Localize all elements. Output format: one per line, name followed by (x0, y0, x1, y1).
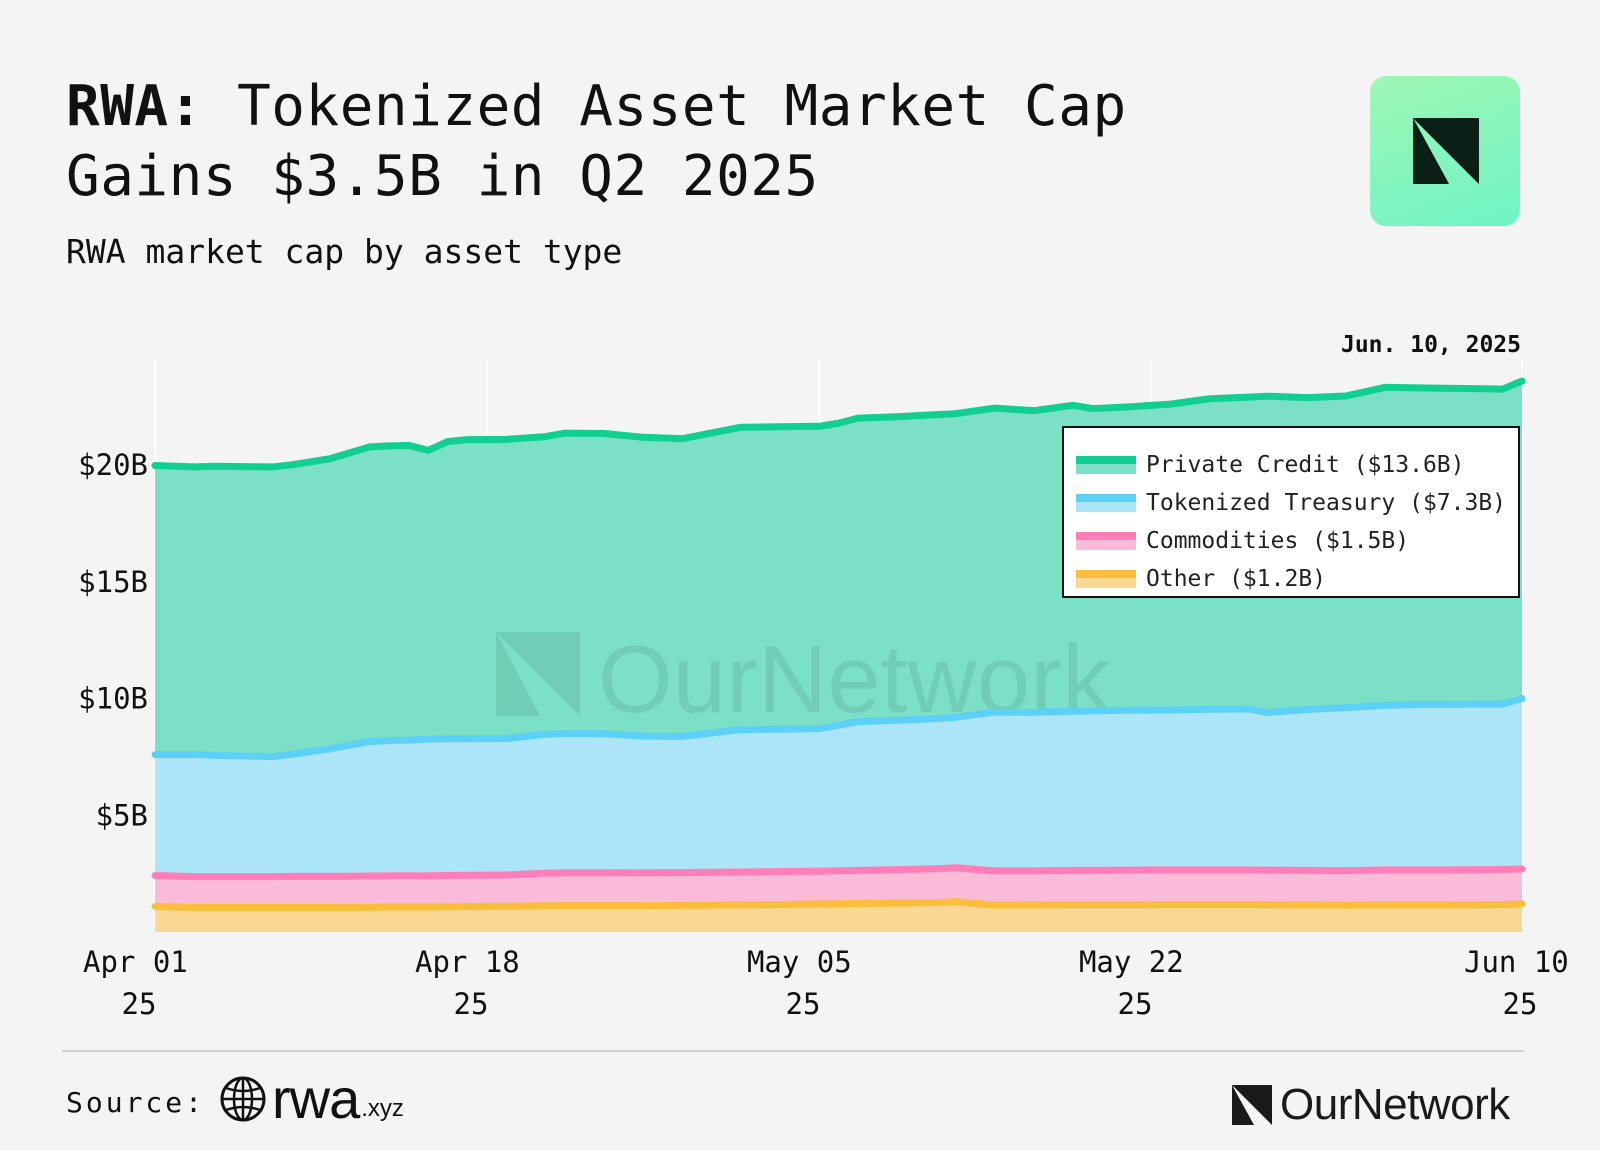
title-line2: Gains $3.5B in Q2 2025 (66, 144, 819, 209)
ournetwork-logo-icon (1413, 118, 1479, 184)
x-tick-year-2: 25 (786, 987, 821, 1021)
legend-label-tokenized-treasury: Tokenized Treasury ($7.3B) (1146, 490, 1507, 516)
title-line1-rest: Tokenized Asset Market Cap (202, 74, 1127, 139)
x-tick-year-1: 25 (454, 987, 489, 1021)
rwa-xyz-logo: rwa .xyz (220, 1067, 404, 1130)
source-label: Source: (66, 1086, 206, 1119)
y-tick-label-2: $15B (78, 565, 148, 599)
title-bold: RWA: (66, 74, 203, 139)
x-tick-year-4: 25 (1503, 987, 1538, 1021)
rwa-brand-text: rwa (272, 1067, 360, 1130)
globe-icon (220, 1076, 266, 1122)
chart-title: RWA: Tokenized Asset Market Cap Gains $3.… (66, 72, 1266, 212)
ournetwork-logo-badge (1370, 76, 1520, 226)
legend-item-commodities: Commodities ($1.5B) (1064, 522, 1518, 560)
ournetwork-mark-icon (1232, 1085, 1272, 1125)
line-private-credit (151, 377, 1526, 471)
y-tick-label-3: $20B (78, 448, 148, 482)
legend-item-tokenized-treasury: Tokenized Treasury ($7.3B) (1064, 484, 1518, 522)
watermark-text: OurNetwork (598, 626, 1111, 733)
x-tick-label-3: May 22 (1079, 945, 1184, 979)
legend-label-private-credit: Private Credit ($13.6B) (1146, 452, 1465, 478)
legend-swatch-other (1076, 570, 1136, 588)
line-commodities (151, 864, 1526, 881)
footer-divider (62, 1050, 1524, 1052)
x-tick-label-4: Jun 10 (1464, 945, 1569, 979)
date-annotation: Jun. 10, 2025 (1340, 332, 1521, 358)
legend-swatch-private-credit (1076, 456, 1136, 474)
y-tick-label-1: $10B (78, 682, 148, 716)
x-tick-year-3: 25 (1117, 987, 1152, 1021)
y-tick-label-0: $5B (96, 798, 148, 832)
line-tokenized-treasury (151, 695, 1526, 761)
legend-swatch-commodities (1076, 532, 1136, 550)
watermark-icon (496, 632, 580, 716)
chart-subtitle: RWA market cap by asset type (66, 232, 623, 271)
legend-label-commodities: Commodities ($1.5B) (1146, 528, 1410, 554)
line-other (151, 898, 1526, 911)
legend-item-other: Other ($1.2B) (1064, 560, 1518, 598)
rwa-brand-suffix: .xyz (361, 1095, 404, 1122)
ournetwork-footer-text: OurNetwork (1280, 1080, 1510, 1129)
legend-item-private-credit: Private Credit ($13.6B) (1064, 446, 1518, 484)
legend-label-other: Other ($1.2B) (1146, 566, 1327, 592)
x-tick-label-2: May 05 (747, 945, 852, 979)
watermark: OurNetwork (496, 626, 1111, 733)
chart-legend: Private Credit ($13.6B) Tokenized Treasu… (1062, 426, 1520, 598)
x-tick-label-0: Apr 01 (83, 945, 188, 979)
ournetwork-footer-logo: OurNetwork (1232, 1080, 1510, 1130)
area-tokenized-treasury (155, 698, 1522, 877)
x-tick-label-1: Apr 18 (415, 945, 520, 979)
legend-swatch-tokenized-treasury (1076, 494, 1136, 512)
x-tick-year-0: 25 (122, 987, 157, 1021)
